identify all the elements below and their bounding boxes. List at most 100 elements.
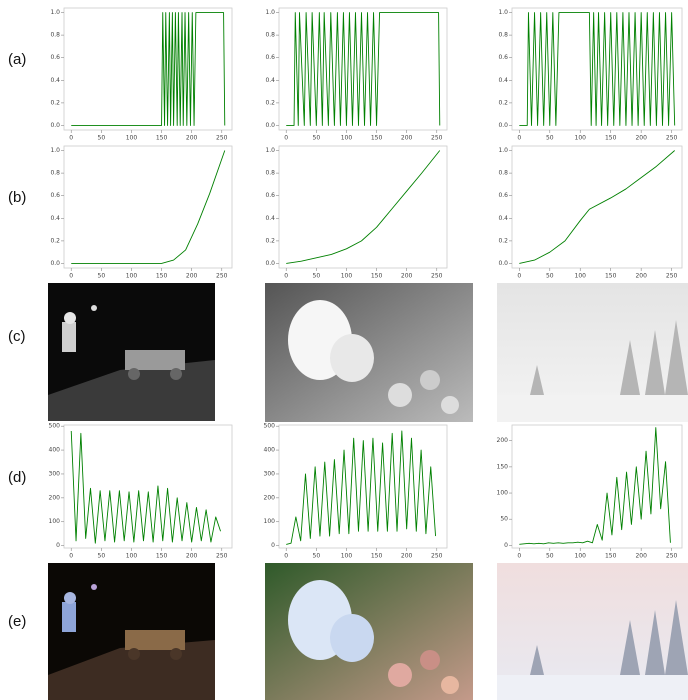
y-tick-label: 300 bbox=[49, 470, 61, 477]
x-tick-label: 200 bbox=[401, 553, 413, 560]
y-tick-label: 0.2 bbox=[265, 99, 275, 106]
y-tick-label: 0.8 bbox=[50, 32, 60, 39]
y-tick-label: 0.6 bbox=[50, 54, 60, 61]
x-tick-label: 100 bbox=[341, 273, 353, 280]
series-line bbox=[286, 151, 440, 264]
x-tick-label: 0 bbox=[284, 553, 288, 560]
y-tick-label: 1.0 bbox=[265, 9, 275, 16]
y-tick-label: 200 bbox=[264, 494, 276, 501]
x-tick-label: 200 bbox=[186, 553, 198, 560]
y-tick-label: 1.0 bbox=[50, 147, 60, 154]
y-tick-label: 100 bbox=[264, 518, 276, 525]
y-tick-label: 0.4 bbox=[50, 215, 60, 222]
x-tick-label: 50 bbox=[98, 553, 106, 560]
y-tick-label: 0.8 bbox=[498, 32, 508, 39]
y-tick-label: 0.2 bbox=[50, 237, 60, 244]
row-label: (a) bbox=[8, 51, 26, 68]
x-tick-label: 150 bbox=[371, 273, 383, 280]
x-tick-label: 50 bbox=[313, 135, 321, 142]
y-tick-label: 0 bbox=[271, 542, 275, 549]
x-tick-label: 0 bbox=[517, 273, 521, 280]
series-line bbox=[286, 13, 440, 126]
x-tick-label: 100 bbox=[126, 135, 138, 142]
plot-frame bbox=[512, 146, 682, 268]
series-line bbox=[71, 151, 225, 264]
y-tick-label: 0.8 bbox=[265, 170, 275, 177]
x-tick-label: 250 bbox=[216, 273, 228, 280]
x-tick-label: 100 bbox=[575, 553, 587, 560]
series-line bbox=[286, 431, 435, 544]
y-tick-label: 0.8 bbox=[50, 170, 60, 177]
series-line bbox=[71, 13, 225, 126]
y-tick-label: 0.2 bbox=[50, 99, 60, 106]
x-tick-label: 200 bbox=[186, 273, 198, 280]
x-tick-label: 200 bbox=[635, 273, 647, 280]
y-tick-label: 400 bbox=[264, 447, 276, 454]
plot-frame bbox=[64, 146, 232, 268]
x-tick-label: 250 bbox=[216, 553, 228, 560]
row-label: (b) bbox=[8, 189, 26, 206]
x-tick-label: 100 bbox=[341, 135, 353, 142]
y-tick-label: 0.2 bbox=[498, 237, 508, 244]
y-tick-label: 0.2 bbox=[265, 237, 275, 244]
y-tick-label: 200 bbox=[49, 494, 61, 501]
x-tick-label: 250 bbox=[431, 553, 443, 560]
x-tick-label: 150 bbox=[156, 553, 168, 560]
x-tick-label: 50 bbox=[546, 135, 554, 142]
y-tick-label: 0.0 bbox=[265, 122, 275, 129]
x-tick-label: 250 bbox=[666, 135, 678, 142]
x-tick-label: 0 bbox=[517, 135, 521, 142]
x-tick-label: 150 bbox=[156, 273, 168, 280]
image-color-forest bbox=[497, 563, 688, 700]
x-tick-label: 200 bbox=[186, 135, 198, 142]
row-label: (c) bbox=[8, 328, 26, 345]
x-tick-label: 0 bbox=[69, 553, 73, 560]
y-tick-label: 200 bbox=[497, 437, 509, 444]
y-tick-label: 0.6 bbox=[498, 192, 508, 199]
plot-frame bbox=[64, 425, 232, 548]
y-tick-label: 0.6 bbox=[265, 192, 275, 199]
x-tick-label: 250 bbox=[431, 135, 443, 142]
y-tick-label: 1.0 bbox=[498, 147, 508, 154]
y-tick-label: 1.0 bbox=[50, 9, 60, 16]
x-tick-label: 50 bbox=[546, 273, 554, 280]
y-tick-label: 0.4 bbox=[498, 77, 508, 84]
x-tick-label: 0 bbox=[69, 135, 73, 142]
y-tick-label: 0.6 bbox=[498, 54, 508, 61]
figure: (a) (b) (c) (d) (e) 0501001502002500 bbox=[0, 0, 688, 700]
y-tick-label: 0.8 bbox=[498, 170, 508, 177]
row-label: (d) bbox=[8, 469, 26, 486]
y-tick-label: 0 bbox=[56, 542, 60, 549]
y-tick-label: 1.0 bbox=[498, 9, 508, 16]
x-tick-label: 200 bbox=[401, 273, 413, 280]
x-tick-label: 250 bbox=[666, 273, 678, 280]
x-tick-label: 250 bbox=[666, 553, 678, 560]
x-tick-label: 0 bbox=[517, 553, 521, 560]
x-tick-label: 0 bbox=[69, 273, 73, 280]
y-tick-label: 500 bbox=[49, 423, 61, 430]
y-tick-label: 0.4 bbox=[265, 215, 275, 222]
x-tick-label: 100 bbox=[126, 273, 138, 280]
x-tick-label: 50 bbox=[546, 553, 554, 560]
x-tick-label: 200 bbox=[401, 135, 413, 142]
y-tick-label: 0.4 bbox=[265, 77, 275, 84]
y-tick-label: 0.0 bbox=[50, 260, 60, 267]
x-tick-label: 250 bbox=[216, 135, 228, 142]
y-tick-label: 0 bbox=[504, 542, 508, 549]
series-line bbox=[519, 13, 674, 126]
y-tick-label: 0.6 bbox=[50, 192, 60, 199]
y-tick-label: 0.0 bbox=[498, 122, 508, 129]
image-gray-forest bbox=[497, 283, 688, 422]
x-tick-label: 150 bbox=[156, 135, 168, 142]
series-line bbox=[519, 151, 674, 264]
x-tick-label: 100 bbox=[575, 135, 587, 142]
y-tick-label: 400 bbox=[49, 447, 61, 454]
image-color-flower bbox=[265, 563, 473, 700]
x-tick-label: 100 bbox=[341, 553, 353, 560]
series-line bbox=[519, 428, 670, 545]
y-tick-label: 100 bbox=[49, 518, 61, 525]
x-tick-label: 50 bbox=[313, 273, 321, 280]
y-tick-label: 500 bbox=[264, 423, 276, 430]
y-tick-label: 100 bbox=[497, 490, 509, 497]
y-tick-label: 1.0 bbox=[265, 147, 275, 154]
